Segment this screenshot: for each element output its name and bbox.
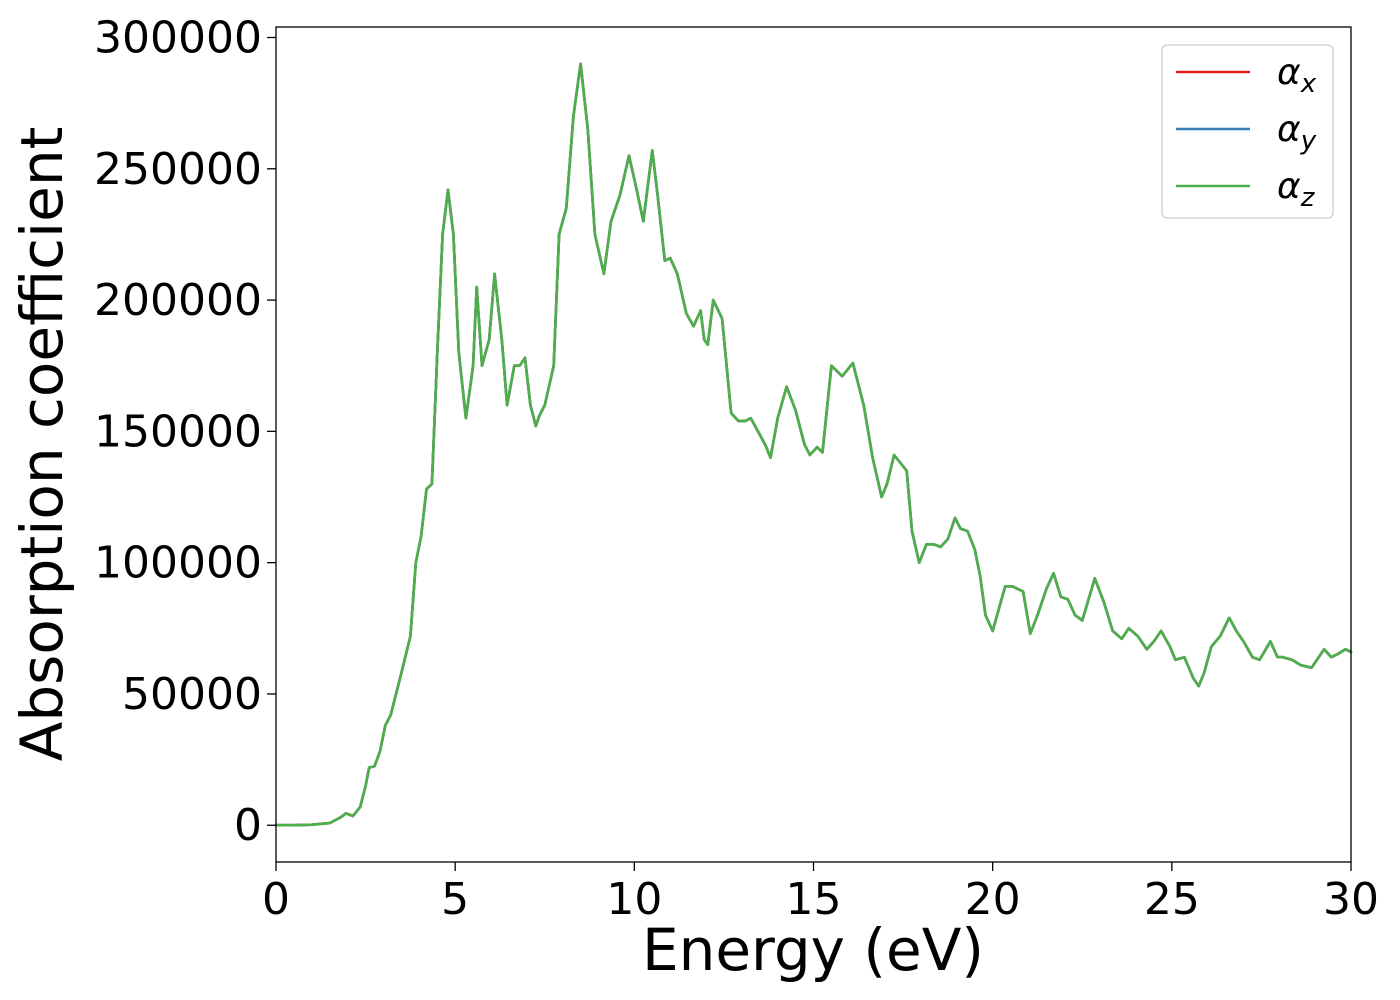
- legend-label-alpha-z: αz: [1277, 166, 1316, 213]
- y-tick-label: 50000: [122, 669, 262, 720]
- y-tick-label: 150000: [94, 406, 262, 457]
- legend-label-alpha-x: αx: [1277, 52, 1317, 99]
- x-tick-label: 20: [965, 874, 1021, 925]
- x-tick-label: 10: [606, 874, 662, 925]
- legend-box: [1161, 44, 1334, 219]
- y-tick-label: 100000: [94, 538, 262, 589]
- x-tick-label: 25: [1144, 874, 1200, 925]
- x-axis-ticks: 0 5 10 15 20 25 30: [262, 862, 1379, 925]
- x-tick-label: 15: [786, 874, 842, 925]
- y-tick-label: 300000: [94, 13, 262, 64]
- x-axis-label: Energy (eV): [642, 916, 984, 984]
- series-layer: [274, 62, 1353, 827]
- x-tick-label: 5: [441, 874, 469, 925]
- y-tick-label: 250000: [94, 144, 262, 195]
- y-axis-label: Absorption coefficient: [8, 127, 76, 762]
- y-tick-label: 0: [234, 800, 262, 851]
- legend: αx αy αz: [1161, 44, 1334, 219]
- legend-label-alpha-y: αy: [1277, 109, 1317, 156]
- x-tick-label: 0: [262, 874, 290, 925]
- y-axis-ticks: 0 50000 100000 150000 200000 250000 300000: [94, 13, 276, 851]
- x-tick-label: 30: [1323, 874, 1379, 925]
- series-line-alpha-z: [274, 62, 1353, 827]
- y-tick-label: 200000: [94, 275, 262, 326]
